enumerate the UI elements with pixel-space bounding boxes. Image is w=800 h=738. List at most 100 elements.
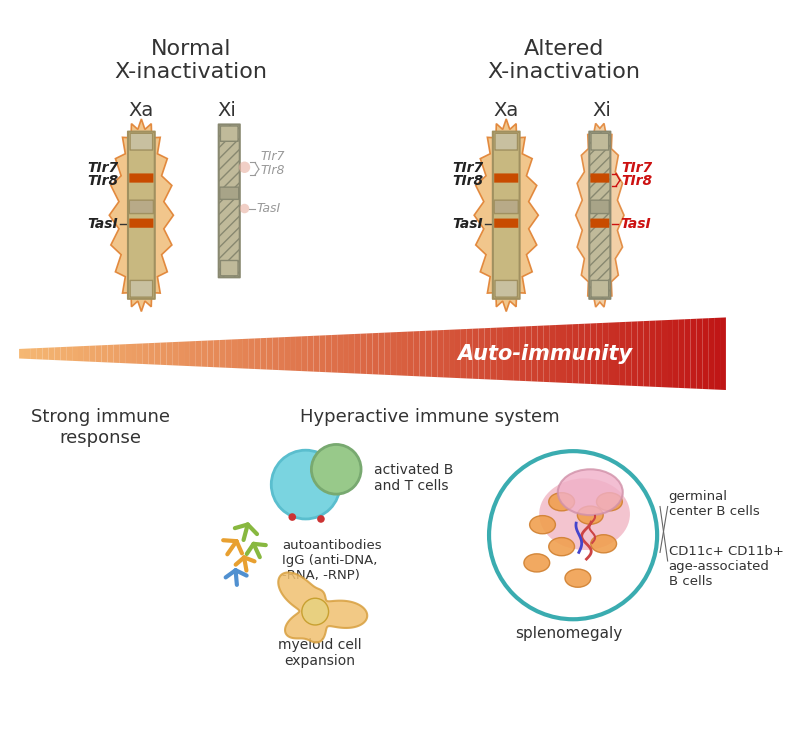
Polygon shape bbox=[266, 338, 272, 370]
Circle shape bbox=[271, 450, 340, 519]
Polygon shape bbox=[714, 317, 720, 390]
Polygon shape bbox=[72, 346, 78, 361]
Polygon shape bbox=[78, 346, 84, 362]
Polygon shape bbox=[455, 329, 461, 378]
FancyBboxPatch shape bbox=[591, 134, 609, 150]
Polygon shape bbox=[697, 319, 702, 389]
FancyBboxPatch shape bbox=[493, 131, 520, 299]
Text: Strong immune
response: Strong immune response bbox=[30, 408, 170, 447]
Polygon shape bbox=[502, 327, 508, 380]
Polygon shape bbox=[42, 348, 49, 360]
Text: TIr7: TIr7 bbox=[261, 151, 286, 163]
Polygon shape bbox=[720, 317, 726, 390]
Polygon shape bbox=[37, 348, 42, 359]
Polygon shape bbox=[474, 119, 538, 311]
Text: autoantibodies
IgG (anti-DNA,
-RNA, -RNP): autoantibodies IgG (anti-DNA, -RNA, -RNP… bbox=[282, 539, 382, 582]
Polygon shape bbox=[485, 328, 490, 379]
Circle shape bbox=[238, 162, 250, 173]
Text: TasI: TasI bbox=[620, 216, 650, 230]
Ellipse shape bbox=[565, 569, 590, 587]
FancyBboxPatch shape bbox=[130, 280, 153, 297]
Text: Altered
X-inactivation: Altered X-inactivation bbox=[487, 38, 640, 82]
FancyBboxPatch shape bbox=[494, 173, 518, 182]
Polygon shape bbox=[373, 333, 378, 374]
FancyBboxPatch shape bbox=[218, 125, 240, 277]
Polygon shape bbox=[90, 345, 96, 362]
FancyBboxPatch shape bbox=[495, 280, 518, 297]
Polygon shape bbox=[685, 319, 690, 388]
Polygon shape bbox=[449, 329, 455, 378]
Polygon shape bbox=[96, 345, 102, 362]
Text: TasI: TasI bbox=[453, 216, 483, 230]
Polygon shape bbox=[650, 320, 655, 387]
Polygon shape bbox=[154, 342, 161, 365]
Polygon shape bbox=[626, 322, 632, 386]
Polygon shape bbox=[414, 331, 420, 376]
Polygon shape bbox=[149, 343, 154, 365]
Polygon shape bbox=[426, 331, 431, 377]
Polygon shape bbox=[308, 336, 314, 372]
Circle shape bbox=[240, 204, 250, 213]
Polygon shape bbox=[343, 334, 349, 373]
Polygon shape bbox=[254, 338, 261, 369]
Text: TasI: TasI bbox=[88, 216, 118, 230]
Polygon shape bbox=[226, 339, 231, 368]
FancyBboxPatch shape bbox=[128, 131, 154, 299]
Polygon shape bbox=[231, 339, 237, 368]
Polygon shape bbox=[302, 336, 308, 371]
Text: CD11c+ CD11b+
age-associated
B cells: CD11c+ CD11b+ age-associated B cells bbox=[669, 545, 783, 588]
Ellipse shape bbox=[558, 469, 622, 515]
FancyBboxPatch shape bbox=[494, 200, 518, 213]
Polygon shape bbox=[478, 328, 485, 379]
Polygon shape bbox=[702, 318, 708, 389]
Text: TIr7: TIr7 bbox=[452, 161, 483, 175]
Polygon shape bbox=[60, 347, 66, 361]
Polygon shape bbox=[638, 321, 643, 386]
Polygon shape bbox=[543, 325, 550, 382]
Polygon shape bbox=[319, 335, 326, 372]
Polygon shape bbox=[550, 325, 555, 382]
Text: Auto-immunity: Auto-immunity bbox=[457, 344, 632, 364]
Polygon shape bbox=[526, 326, 531, 382]
Polygon shape bbox=[326, 335, 331, 373]
Polygon shape bbox=[237, 339, 243, 368]
Ellipse shape bbox=[549, 493, 574, 511]
Circle shape bbox=[489, 451, 657, 619]
Polygon shape bbox=[473, 328, 478, 379]
FancyBboxPatch shape bbox=[495, 134, 518, 150]
Polygon shape bbox=[31, 348, 37, 359]
Polygon shape bbox=[508, 327, 514, 381]
Text: Xa: Xa bbox=[494, 100, 519, 120]
Text: TIr8: TIr8 bbox=[452, 174, 483, 188]
Ellipse shape bbox=[578, 506, 603, 524]
Polygon shape bbox=[384, 332, 390, 375]
Polygon shape bbox=[355, 334, 361, 373]
FancyBboxPatch shape bbox=[590, 173, 610, 182]
Polygon shape bbox=[576, 123, 624, 307]
Polygon shape bbox=[402, 331, 408, 376]
Text: TIr7: TIr7 bbox=[87, 161, 118, 175]
Text: myeloid cell
expansion: myeloid cell expansion bbox=[278, 638, 362, 668]
Polygon shape bbox=[278, 573, 367, 643]
Polygon shape bbox=[514, 327, 520, 381]
Polygon shape bbox=[490, 328, 496, 380]
Polygon shape bbox=[161, 342, 166, 365]
Polygon shape bbox=[196, 341, 202, 367]
Polygon shape bbox=[337, 334, 343, 373]
Polygon shape bbox=[466, 328, 473, 379]
Polygon shape bbox=[272, 337, 278, 370]
Polygon shape bbox=[567, 324, 573, 383]
Polygon shape bbox=[172, 342, 178, 365]
Polygon shape bbox=[219, 339, 226, 368]
Polygon shape bbox=[408, 331, 414, 376]
Polygon shape bbox=[190, 341, 196, 366]
Polygon shape bbox=[19, 348, 25, 359]
Polygon shape bbox=[620, 322, 626, 385]
Polygon shape bbox=[202, 340, 207, 367]
Polygon shape bbox=[314, 336, 319, 372]
Polygon shape bbox=[25, 348, 31, 359]
Text: Normal
X-inactivation: Normal X-inactivation bbox=[114, 38, 267, 82]
Polygon shape bbox=[131, 344, 137, 364]
Circle shape bbox=[289, 513, 296, 521]
Polygon shape bbox=[431, 331, 438, 377]
